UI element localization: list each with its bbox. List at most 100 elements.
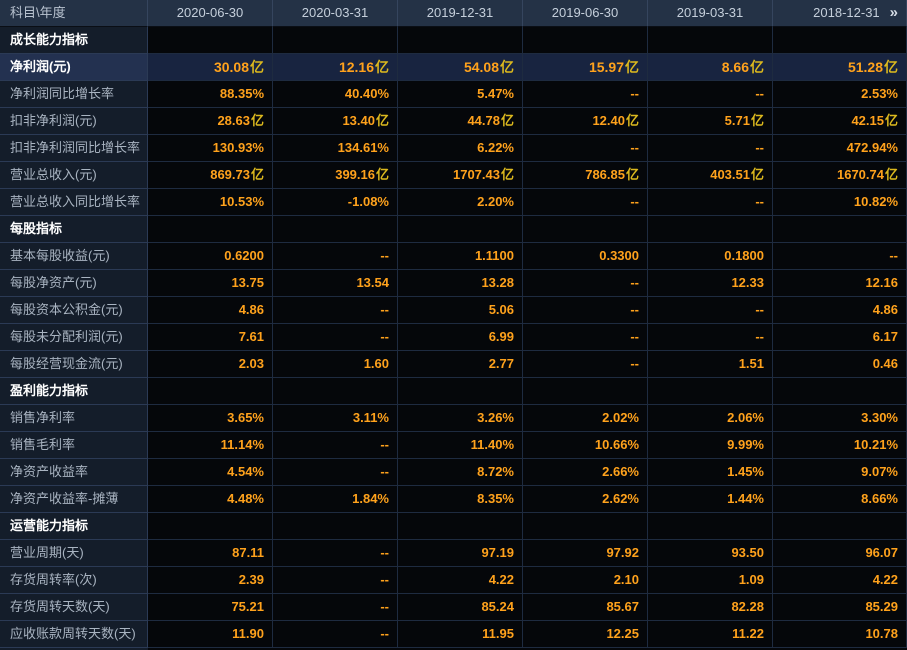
value-cell: 10.66% <box>523 432 648 459</box>
value-cell: 97.92 <box>523 540 648 567</box>
value-cell: 4.48% <box>148 486 273 513</box>
metric-label: 营业总收入(元) <box>0 162 148 189</box>
metric-row[interactable]: 扣非净利润(元) 28.63亿 13.40亿 44.78亿 12.40亿 5.71亿 42.… <box>0 108 907 135</box>
value-cell: 5.06 <box>398 297 523 324</box>
empty-cell <box>523 216 648 243</box>
metric-row[interactable]: 应收账款周转天数(天) 11.90 -- 11.95 12.25 11.22 10.78 <box>0 621 907 648</box>
value-cell: 11.95 <box>398 621 523 648</box>
empty-cell <box>398 513 523 540</box>
metric-row[interactable]: 扣非净利润同比增长率 130.93% 134.61% 6.22% -- -- 472.94% <box>0 135 907 162</box>
header-corner-label: 科目\年度 <box>0 0 148 27</box>
metric-row[interactable]: 销售净利率 3.65% 3.11% 3.26% 2.02% 2.06% 3.30% <box>0 405 907 432</box>
value-cell: 130.93% <box>148 135 273 162</box>
value-cell: 10.21% <box>773 432 907 459</box>
metric-row[interactable]: 基本每股收益(元) 0.6200 -- 1.1100 0.3300 0.1800 -- <box>0 243 907 270</box>
value-cell: -- <box>523 189 648 216</box>
metric-label: 每股未分配利润(元) <box>0 324 148 351</box>
metric-row[interactable]: 销售毛利率 11.14% -- 11.40% 10.66% 9.99% 10.21% <box>0 432 907 459</box>
value-cell: 0.6200 <box>148 243 273 270</box>
unit-yi: 亿 <box>500 59 514 75</box>
metric-row[interactable]: 净利润(元) 30.08亿 12.16亿 54.08亿 15.97亿 8.66亿 51.28… <box>0 54 907 81</box>
section-title: 成长能力指标 <box>0 27 148 54</box>
value-cell: -- <box>523 297 648 324</box>
value-cell: 1.45% <box>648 459 773 486</box>
value-cell: 3.26% <box>398 405 523 432</box>
value-cell: -- <box>648 135 773 162</box>
metric-label: 基本每股收益(元) <box>0 243 148 270</box>
section-title: 每股指标 <box>0 216 148 243</box>
value-cell: 6.22% <box>398 135 523 162</box>
value-cell: 0.3300 <box>523 243 648 270</box>
metric-row[interactable]: 净利润同比增长率 88.35% 40.40% 5.47% -- -- 2.53% <box>0 81 907 108</box>
value-cell: -- <box>523 351 648 378</box>
value-cell: 2.53% <box>773 81 907 108</box>
value-cell: 88.35% <box>148 81 273 108</box>
value-cell: 9.07% <box>773 459 907 486</box>
metric-row[interactable]: 存货周转率(次) 2.39 -- 4.22 2.10 1.09 4.22 <box>0 567 907 594</box>
metric-row[interactable]: 净资产收益率 4.54% -- 8.72% 2.66% 1.45% 9.07% <box>0 459 907 486</box>
empty-cell <box>523 513 648 540</box>
value-cell: 1.1100 <box>398 243 523 270</box>
unit-yi: 亿 <box>625 59 639 75</box>
metric-label: 扣非净利润同比增长率 <box>0 135 148 162</box>
value-cell: 4.86 <box>773 297 907 324</box>
unit-yi: 亿 <box>884 113 898 128</box>
empty-cell <box>148 378 273 405</box>
metric-row[interactable]: 存货周转天数(天) 75.21 -- 85.24 85.67 82.28 85.29 <box>0 594 907 621</box>
value-cell: 11.22 <box>648 621 773 648</box>
metric-label: 营业总收入同比增长率 <box>0 189 148 216</box>
unit-yi: 亿 <box>750 113 764 128</box>
value-cell: 3.30% <box>773 405 907 432</box>
metric-row[interactable]: 营业总收入同比增长率 10.53% -1.08% 2.20% -- -- 10.82% <box>0 189 907 216</box>
value-cell: 42.15亿 <box>773 108 907 135</box>
value-cell: 87.11 <box>148 540 273 567</box>
value-cell: 472.94% <box>773 135 907 162</box>
metric-label: 净利润(元) <box>0 54 148 81</box>
value-cell: 13.28 <box>398 270 523 297</box>
header-col-date: 2020-06-30 <box>148 0 273 27</box>
empty-cell <box>648 216 773 243</box>
metric-row[interactable]: 每股资本公积金(元) 4.86 -- 5.06 -- -- 4.86 <box>0 297 907 324</box>
value-cell: -- <box>648 189 773 216</box>
value-cell: 13.75 <box>148 270 273 297</box>
value-cell: -- <box>648 324 773 351</box>
value-cell: 96.07 <box>773 540 907 567</box>
header-col-date: 2020-03-31 <box>273 0 398 27</box>
metric-row[interactable]: 每股未分配利润(元) 7.61 -- 6.99 -- -- 6.17 <box>0 324 907 351</box>
value-cell: 403.51亿 <box>648 162 773 189</box>
value-cell: 82.28 <box>648 594 773 621</box>
value-cell: -- <box>273 540 398 567</box>
value-cell: 85.29 <box>773 594 907 621</box>
value-cell: 54.08亿 <box>398 54 523 81</box>
metric-row[interactable]: 每股经营现金流(元) 2.03 1.60 2.77 -- 1.51 0.46 <box>0 351 907 378</box>
empty-cell <box>773 27 907 54</box>
metric-row[interactable]: 净资产收益率-摊薄 4.48% 1.84% 8.35% 2.62% 1.44% 8.66% <box>0 486 907 513</box>
value-cell: 13.40亿 <box>273 108 398 135</box>
empty-cell <box>648 513 773 540</box>
value-cell: -- <box>273 324 398 351</box>
metric-row[interactable]: 营业周期(天) 87.11 -- 97.19 97.92 93.50 96.07 <box>0 540 907 567</box>
value-cell: 4.86 <box>148 297 273 324</box>
metric-row[interactable]: 每股净资产(元) 13.75 13.54 13.28 -- 12.33 12.16 <box>0 270 907 297</box>
empty-cell <box>773 378 907 405</box>
empty-cell <box>773 216 907 243</box>
metric-label: 存货周转天数(天) <box>0 594 148 621</box>
more-columns-icon[interactable]: » <box>889 4 898 21</box>
value-cell: 1.84% <box>273 486 398 513</box>
empty-cell <box>148 513 273 540</box>
value-cell: 15.97亿 <box>523 54 648 81</box>
empty-cell <box>273 513 398 540</box>
header-col-date: 2019-06-30 <box>523 0 648 27</box>
value-cell: 8.66亿 <box>648 54 773 81</box>
partial-next-row <box>0 648 907 650</box>
value-cell: 12.33 <box>648 270 773 297</box>
value-cell: -- <box>523 135 648 162</box>
value-cell: 1707.43亿 <box>398 162 523 189</box>
metric-row[interactable]: 营业总收入(元) 869.73亿 399.16亿 1707.43亿 786.85亿 403… <box>0 162 907 189</box>
header-col-date: 2019-12-31 <box>398 0 523 27</box>
value-cell: 2.20% <box>398 189 523 216</box>
empty-cell <box>273 27 398 54</box>
value-cell: 93.50 <box>648 540 773 567</box>
value-cell: 30.08亿 <box>148 54 273 81</box>
value-cell: 85.67 <box>523 594 648 621</box>
